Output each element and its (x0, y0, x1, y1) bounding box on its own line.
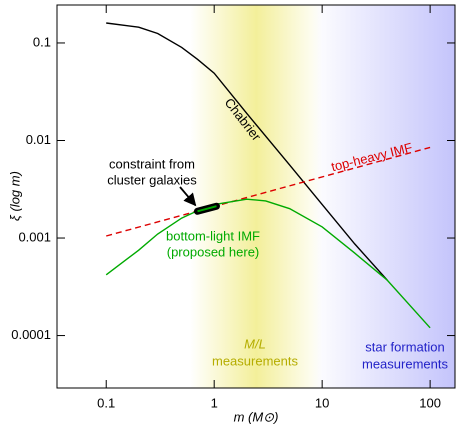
shaded-band (190, 5, 323, 388)
band-label: measurements (362, 356, 448, 371)
y-tick-label: 0.0001 (11, 327, 51, 342)
annotation-arrow (179, 186, 197, 207)
x-tick-label: 0.1 (97, 395, 115, 410)
x-tick-label: 1 (211, 395, 218, 410)
plot-frame (56, 4, 456, 389)
x-axis-label: m (M⊙) (234, 409, 279, 424)
series-line (105, 198, 431, 329)
x-tick-label: 10 (315, 395, 329, 410)
series-note: (proposed here) (167, 244, 260, 259)
y-tick-label: 0.001 (18, 229, 51, 244)
y-axis-label: ξ (log m) (7, 171, 22, 221)
x-tick-label: 100 (419, 395, 441, 410)
series-label: bottom-light IMF (166, 228, 260, 243)
series-line (106, 146, 431, 237)
annotation: constraint from (109, 156, 195, 171)
band-label: measurements (212, 353, 298, 368)
shaded-band (311, 5, 455, 388)
y-tick-label: 0.1 (33, 34, 51, 49)
series-line (106, 22, 388, 281)
constraint-bar-core (197, 205, 217, 213)
band-label: M/L (244, 336, 266, 351)
annotation: cluster galaxies (107, 172, 197, 187)
band-label: star formation (365, 339, 444, 354)
y-tick-label: 0.01 (26, 132, 51, 147)
